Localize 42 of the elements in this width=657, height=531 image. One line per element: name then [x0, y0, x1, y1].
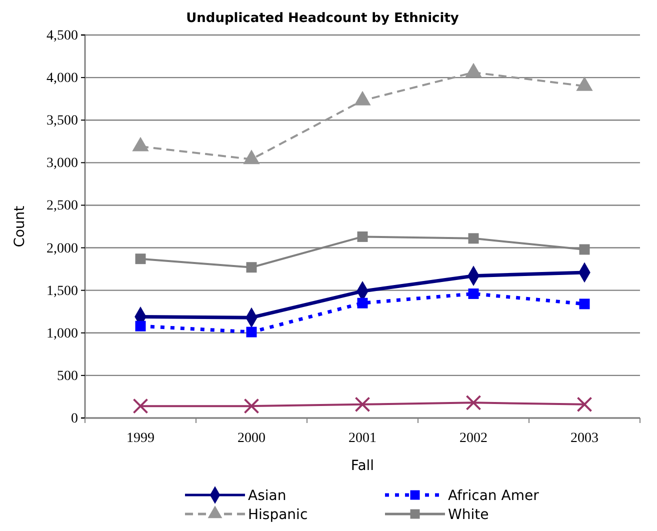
- legend-label: White: [448, 507, 489, 523]
- point: [135, 254, 146, 264]
- point: [576, 396, 592, 412]
- y-tick-label: 3,000: [46, 156, 78, 172]
- y-tick-label: 1,500: [46, 284, 78, 299]
- x-tick-label: 2003: [570, 430, 598, 446]
- point: [132, 398, 148, 414]
- point: [466, 394, 482, 410]
- point: [576, 76, 593, 91]
- point: [579, 298, 590, 310]
- y-tick-label: 2,000: [46, 241, 78, 256]
- point: [579, 244, 590, 255]
- y-tick-label: 4,000: [46, 71, 78, 86]
- legend-label: Asian: [248, 488, 286, 504]
- chart-title: Unduplicated Headcount by Ethnicity: [186, 11, 460, 26]
- point: [357, 298, 368, 308]
- point: [243, 150, 260, 164]
- y-axis-title: Count: [12, 205, 28, 248]
- point: [354, 396, 370, 412]
- y-tick-label: 0: [71, 411, 78, 426]
- point: [246, 326, 257, 338]
- y-tick-label: 3,500: [46, 114, 78, 129]
- y-tick-label: 1,000: [46, 326, 78, 342]
- y-tick-label: 500: [57, 368, 78, 384]
- x-tick-label: 1999: [126, 430, 154, 446]
- x-tick-label: 2001: [348, 430, 376, 446]
- point: [465, 62, 482, 78]
- point: [357, 231, 368, 242]
- legend-label: African Amer: [448, 488, 540, 504]
- point: [354, 90, 371, 106]
- point: [244, 398, 260, 414]
- x-tick-label: 2000: [238, 430, 266, 446]
- point: [468, 288, 479, 299]
- point: [246, 262, 257, 273]
- point: [135, 320, 146, 332]
- y-tick-label: 4,500: [46, 28, 78, 44]
- legend-label: Hispanic: [248, 507, 308, 523]
- point: [468, 233, 479, 244]
- y-tick-label: 2,500: [46, 198, 78, 214]
- x-tick-label: 2002: [460, 430, 488, 446]
- x-axis-title: Fall: [350, 458, 374, 474]
- point: [132, 136, 149, 152]
